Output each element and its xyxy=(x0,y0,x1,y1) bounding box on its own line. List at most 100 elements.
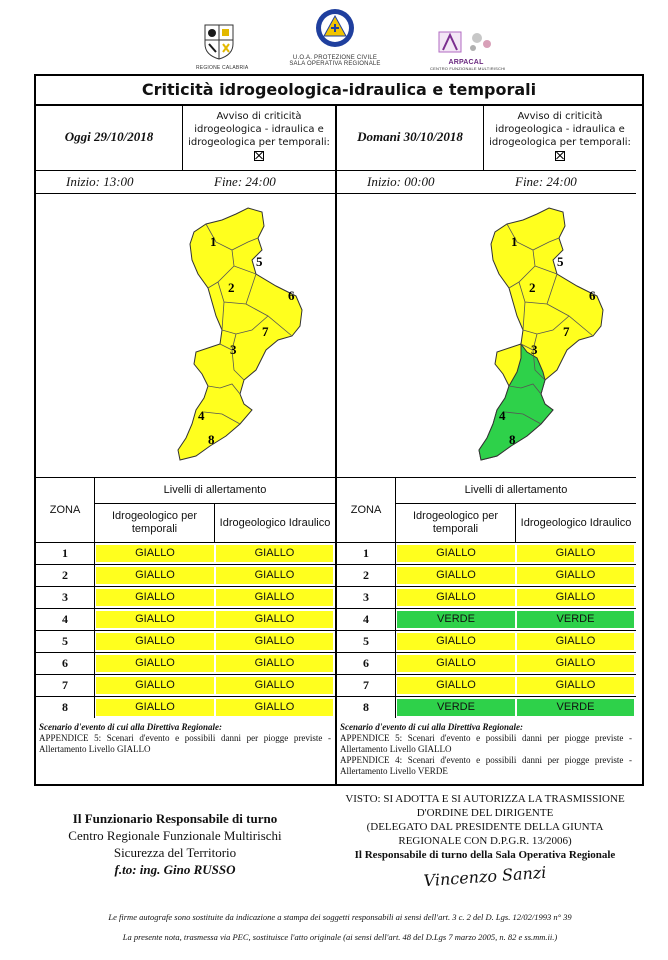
scenario-line: APPENDICE 5: Scenari d'evento e possibil… xyxy=(340,733,632,754)
day-column-tomorrow: Domani 30/10/2018 Avviso di criticità id… xyxy=(337,104,636,784)
level-idraulico: VERDE xyxy=(517,611,634,628)
level-idraulico: VERDE xyxy=(517,699,634,716)
map-zone-label: 5 xyxy=(557,254,564,269)
table-row: 3 GIALLO GIALLO xyxy=(36,586,335,608)
level-idraulico: GIALLO xyxy=(216,611,333,628)
avviso-criticita: Avviso di criticità idrogeologica - idra… xyxy=(183,110,335,165)
map-zone-label: 3 xyxy=(230,342,237,357)
protezione-civile-logo: U.O.A. PROTEZIONE CIVILE SALA OPERATIVA … xyxy=(282,6,388,67)
level-temporali: GIALLO xyxy=(397,677,515,694)
avviso-text: Avviso di criticità idrogeologica - idra… xyxy=(489,111,631,148)
arpacal-name: ARPACAL xyxy=(448,59,484,66)
zone-number: 8 xyxy=(36,697,95,718)
bulletin-frame: Criticità idrogeologica-idraulica e temp… xyxy=(34,74,644,786)
zone-number: 4 xyxy=(337,609,396,630)
table-row: 5 GIALLO GIALLO xyxy=(36,630,335,652)
scenario-heading: Scenario d'evento di cui alla Direttiva … xyxy=(39,722,222,732)
signature-sala-operativa: VISTO: SI ADOTTA E SI AUTORIZZA LA TRASM… xyxy=(335,792,635,890)
level-idraulico: GIALLO xyxy=(517,655,634,672)
col-temporali-header: Idrogeologico per temporali xyxy=(396,504,516,542)
zone-number: 8 xyxy=(337,697,396,718)
table-row: 6 GIALLO GIALLO xyxy=(36,652,335,674)
start-time: Inizio: 00:00 xyxy=(367,174,435,189)
regione-calabria-crest-icon xyxy=(204,24,234,60)
map-zone-label: 1 xyxy=(210,234,217,249)
table-row: 1 GIALLO GIALLO xyxy=(36,542,335,564)
bulletin-title: Criticità idrogeologica-idraulica e temp… xyxy=(36,76,642,106)
level-temporali: GIALLO xyxy=(96,545,214,562)
footer-note-1: Le firme autografe sono sostituite da in… xyxy=(108,912,572,922)
map-zone-label: 7 xyxy=(563,324,570,339)
level-idraulico: GIALLO xyxy=(517,677,634,694)
day-header: Oggi 29/10/2018 Avviso di criticità idro… xyxy=(36,104,335,171)
map-zone-label: 8 xyxy=(208,432,215,447)
level-temporali: GIALLO xyxy=(96,699,214,716)
functionary-role: Il Funzionario Responsabile di turno xyxy=(72,811,278,826)
end-time: Fine: 24:00 xyxy=(515,174,577,189)
arpacal-logo: ARPACAL CENTRO FUNZIONALE MULTIRISCHI xyxy=(430,30,506,71)
day-date: Oggi 29/10/2018 xyxy=(36,104,183,170)
table-row: 3 GIALLO GIALLO xyxy=(337,586,636,608)
zone-table: 1 GIALLO GIALLO 2 GIALLO GIALLO 3 GIALLO… xyxy=(36,542,335,718)
arpacal-mark-icon xyxy=(438,31,491,53)
visto-line2: D'ORDINE DEL DIRIGENTE xyxy=(416,807,554,819)
zone-number: 3 xyxy=(36,587,95,608)
level-temporali: VERDE xyxy=(397,611,515,628)
col-temporali-header: Idrogeologico per temporali xyxy=(95,504,215,542)
map-zone-label: 1 xyxy=(511,234,518,249)
level-idraulico: GIALLO xyxy=(216,655,333,672)
map-zone-label: 8 xyxy=(509,432,516,447)
zone-number: 1 xyxy=(36,543,95,564)
level-temporali: GIALLO xyxy=(397,567,515,584)
zone-number: 5 xyxy=(36,631,95,652)
start-time: Inizio: 13:00 xyxy=(66,174,134,189)
livelli-header: Livelli di allertamento xyxy=(396,478,636,504)
level-idraulico: GIALLO xyxy=(517,589,634,606)
table-row: 1 GIALLO GIALLO xyxy=(337,542,636,564)
signature-functionary: Il Funzionario Responsabile di turno Cen… xyxy=(40,810,310,878)
table-row: 7 GIALLO GIALLO xyxy=(36,674,335,696)
zone-number: 1 xyxy=(337,543,396,564)
scenario-box: Scenario d'evento di cui alla Direttiva … xyxy=(340,722,632,777)
level-temporali: GIALLO xyxy=(96,633,214,650)
map-zone-label: 4 xyxy=(198,408,205,423)
level-temporali: GIALLO xyxy=(96,655,214,672)
zone-number: 5 xyxy=(337,631,396,652)
table-row: 8 VERDE VERDE xyxy=(337,696,636,718)
functionary-centre: Centro Regionale Funzionale Multirischi xyxy=(68,828,282,843)
zone-number: 6 xyxy=(337,653,396,674)
level-temporali: GIALLO xyxy=(397,589,515,606)
footer-note-2: La presente nota, trasmessa via PEC, sos… xyxy=(122,932,558,942)
level-temporali: GIALLO xyxy=(96,567,214,584)
map-zone-label: 6 xyxy=(589,288,596,303)
level-temporali: GIALLO xyxy=(96,677,214,694)
zona-header: ZONA xyxy=(337,478,396,542)
zone-table: 1 GIALLO GIALLO 2 GIALLO GIALLO 3 GIALLO… xyxy=(337,542,636,718)
functionary-sector: Sicurezza del Territorio xyxy=(113,845,237,860)
level-idraulico: GIALLO xyxy=(517,633,634,650)
zone-number: 2 xyxy=(337,565,396,586)
zone-number: 2 xyxy=(36,565,95,586)
map-zone-label: 2 xyxy=(529,280,536,295)
arpacal-caption: CENTRO FUNZIONALE MULTIRISCHI xyxy=(430,66,506,71)
end-time: Fine: 24:00 xyxy=(214,174,276,189)
table-row: 6 GIALLO GIALLO xyxy=(337,652,636,674)
level-idraulico: GIALLO xyxy=(216,545,333,562)
scenario-line: APPENDICE 4: Scenari d'evento e possibil… xyxy=(340,755,632,776)
level-idraulico: GIALLO xyxy=(216,677,333,694)
day-header: Domani 30/10/2018 Avviso di criticità id… xyxy=(337,104,636,171)
map-zone-label: 4 xyxy=(499,408,506,423)
table-row: 2 GIALLO GIALLO xyxy=(337,564,636,586)
table-row: 8 GIALLO GIALLO xyxy=(36,696,335,718)
level-idraulico: GIALLO xyxy=(216,589,333,606)
alert-map: 1 2 3 4 5 6 7 8 xyxy=(36,194,335,478)
col-idraulico-header: Idrogeologico Idraulico xyxy=(520,516,632,529)
zona-header: ZONA xyxy=(36,478,95,542)
zone-number: 6 xyxy=(36,653,95,674)
scenario-heading: Scenario d'evento di cui alla Direttiva … xyxy=(340,722,523,732)
day-date: Domani 30/10/2018 xyxy=(337,104,484,170)
visto-line3: (DELEGATO DAL PRESIDENTE DELLA GIUNTA xyxy=(366,821,604,833)
avviso-checkbox-crossed-icon xyxy=(254,151,264,161)
table-row: 4 GIALLO GIALLO xyxy=(36,608,335,630)
level-temporali: GIALLO xyxy=(96,589,214,606)
